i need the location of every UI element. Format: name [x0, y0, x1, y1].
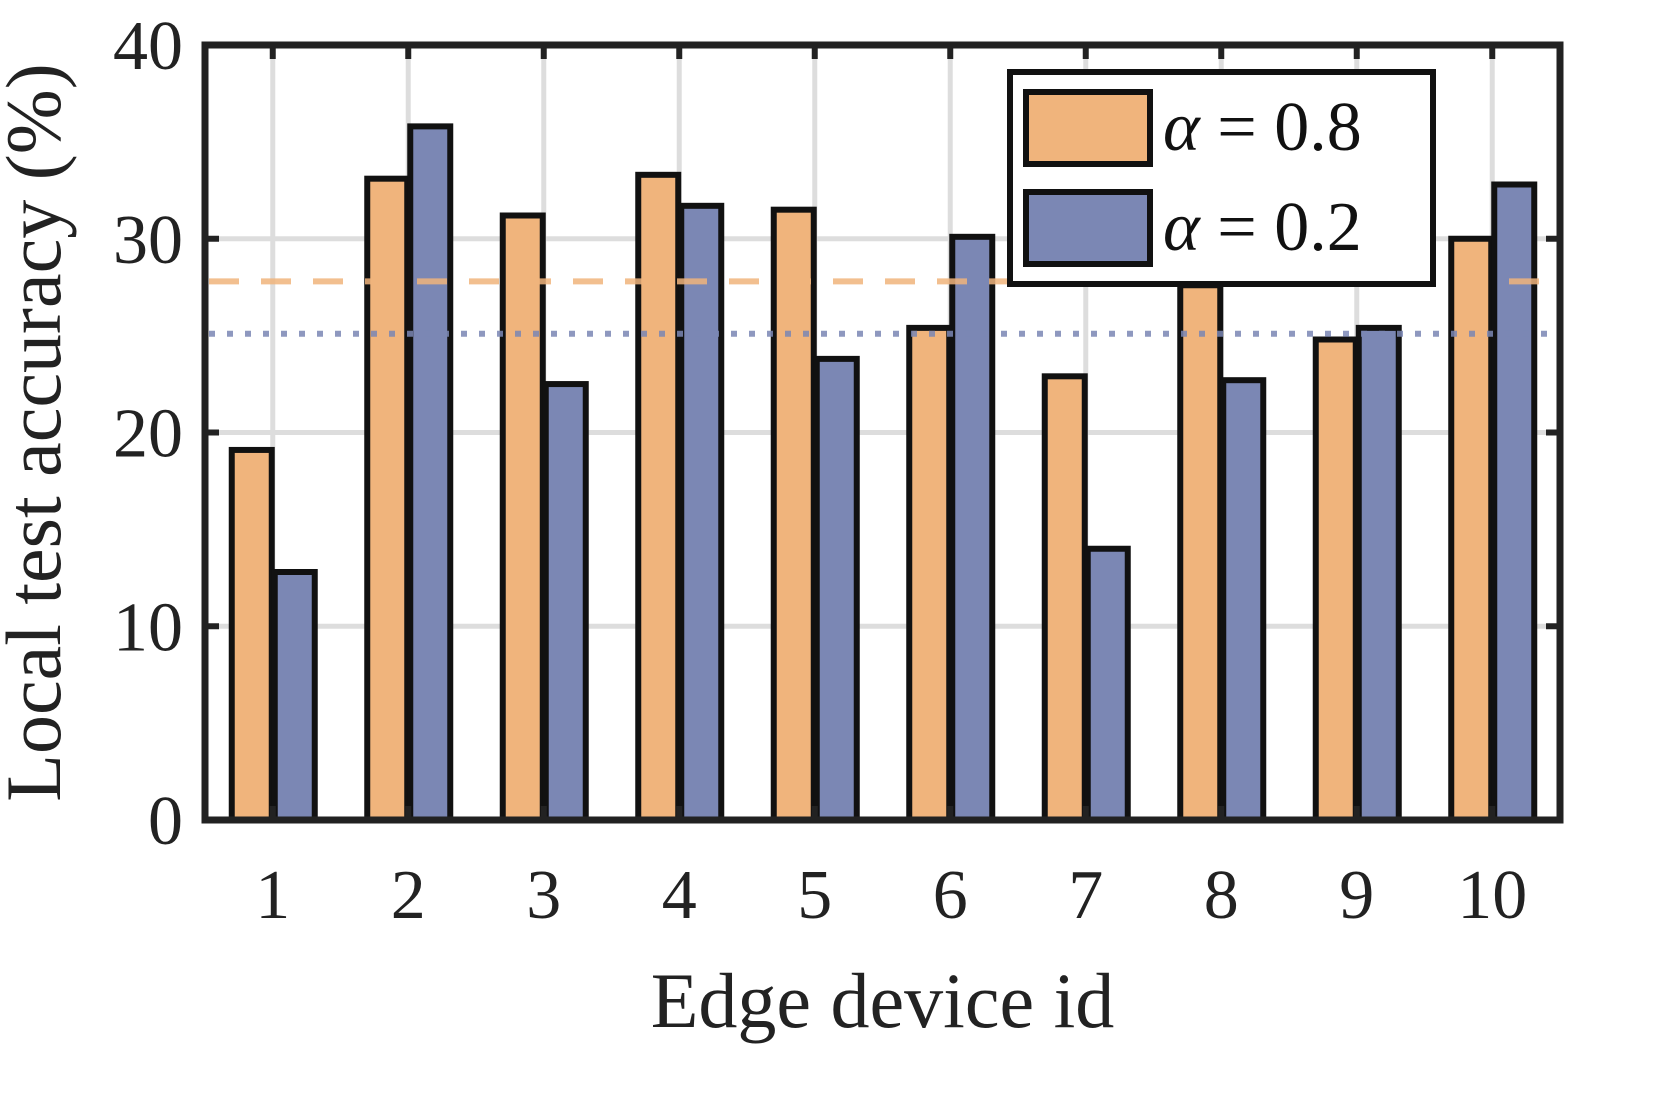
bar-series2-device-5 [813, 355, 860, 823]
bar-series2-device-1 [271, 569, 318, 823]
bar-series2-device-4 [678, 202, 725, 823]
bar-series2-device-6 [949, 233, 996, 823]
bar-series1-device-4 [635, 171, 682, 823]
bar-series2-device-8 [1220, 377, 1267, 823]
legend-swatch-series1 [1023, 89, 1153, 167]
y-tick-label: 40 [113, 8, 183, 85]
bar-series2-device-7 [1084, 545, 1131, 823]
bar-series1-device-10 [1448, 235, 1495, 823]
legend-label-series1: α = 0.8 [1163, 89, 1362, 166]
bar-group [228, 123, 1538, 823]
bar-series1-device-3 [499, 212, 546, 823]
legend-value: = 0.8 [1200, 89, 1362, 166]
x-tick-label: 2 [391, 857, 426, 934]
y-axis-label: Local test accuracy (%) [0, 63, 77, 801]
x-tick-label: 5 [797, 857, 832, 934]
legend-label-series2: α = 0.2 [1163, 189, 1362, 266]
bar-series1-device-9 [1312, 336, 1359, 823]
bar-series1-device-2 [364, 175, 411, 823]
bar-series2-device-9 [1355, 324, 1402, 823]
y-tick-label: 30 [113, 202, 183, 279]
legend-swatch-series2 [1023, 189, 1153, 267]
legend: α = 0.8α = 0.2 [1007, 69, 1436, 287]
y-tick-label: 10 [113, 589, 183, 666]
bar-series1-device-5 [770, 206, 817, 823]
bar-series1-device-6 [906, 324, 953, 823]
x-tick-label: 10 [1457, 857, 1527, 934]
x-tick-label: 7 [1068, 857, 1103, 934]
x-tick-label: 1 [255, 857, 290, 934]
legend-symbol: α [1163, 89, 1201, 166]
x-axis-ticks: 1 2 3 4 5 6 7 8 9 10 [255, 45, 1527, 934]
bar-series2-device-3 [542, 381, 589, 823]
mean-lines [209, 278, 1556, 337]
legend-symbol: α [1163, 189, 1201, 266]
y-tick-label: 20 [113, 396, 183, 473]
y-axis-ticks: 0 10 20 30 40 [113, 8, 1560, 860]
x-tick-label: 4 [662, 857, 697, 934]
bar-series1-device-7 [1041, 373, 1088, 823]
x-tick-label: 3 [526, 857, 561, 934]
bar-series2-device-2 [407, 123, 454, 823]
x-tick-label: 9 [1339, 857, 1374, 934]
legend-value: = 0.2 [1200, 189, 1362, 266]
bar-series1-device-1 [228, 446, 275, 823]
bar-series1-device-8 [1177, 282, 1224, 823]
x-tick-label: 8 [1204, 857, 1239, 934]
y-tick-label: 0 [148, 783, 183, 860]
x-tick-label: 6 [933, 857, 968, 934]
x-axis-label: Edge device id [651, 957, 1114, 1044]
